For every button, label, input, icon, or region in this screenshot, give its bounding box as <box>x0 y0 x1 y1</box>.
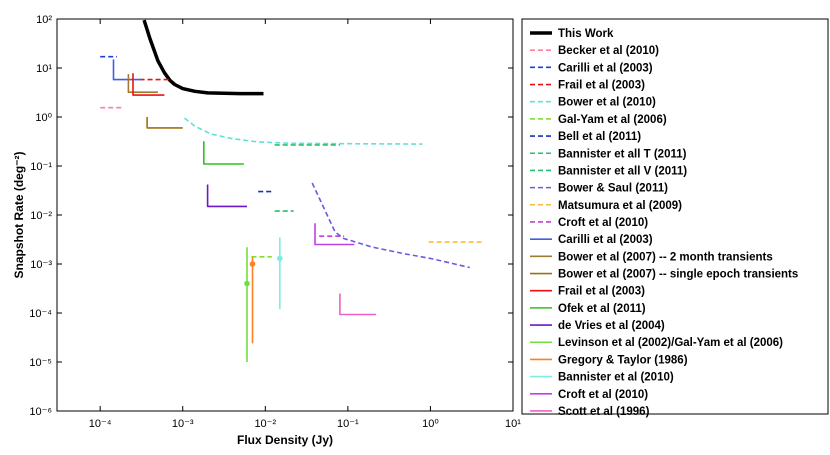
series-bower-saul-2011-9 <box>311 182 470 269</box>
legend-label: Bower et al (2007) -- single epoch trans… <box>558 269 798 281</box>
legend-label: Levinson et al (2002)/Gal-Yam et al (200… <box>558 337 783 349</box>
y-axis-title: Snapshot Rate (deg⁻²) <box>12 151 26 278</box>
legend-label: de Vries et al (2004) <box>558 320 665 332</box>
legend-label: Croft et al (2010) <box>558 389 648 401</box>
legend-item: Gal-Yam et al (2006) <box>530 114 667 126</box>
legend-label: Carilli et al (2003) <box>558 62 653 74</box>
y-tick-label: 10⁻⁶ <box>29 406 52 418</box>
x-tick-label: 10⁰ <box>422 418 439 430</box>
legend-item: Gregory & Taylor (1986) <box>530 354 688 366</box>
legend-item: Bannister et all V (2011) <box>530 165 687 177</box>
legend-label: Carilli et al (2003) <box>558 234 653 246</box>
y-tick-label: 10⁻⁵ <box>29 357 52 369</box>
series-frail-et-al-2003-15 <box>132 73 165 96</box>
y-ticks: 10⁻⁶ 10⁻⁵ 10⁻⁴ 10⁻³ 10⁻² 10⁻¹ 10⁰ 10¹ 10² <box>29 14 513 418</box>
legend-item: Croft et al (2010) <box>530 217 648 229</box>
series-bower-et-al-2007-single-epoch-transients-14 <box>146 117 183 129</box>
plot-frame <box>56 18 514 412</box>
plot-area <box>100 19 485 362</box>
legend-label: Ofek et al (2011) <box>558 303 646 315</box>
series-ofek-et-al-2011-16 <box>203 141 244 165</box>
legend-item: This Work <box>530 28 614 40</box>
legend-item: Scott et al (1996) <box>530 406 650 418</box>
legend-label: Bannister et all V (2011) <box>558 165 687 177</box>
legend-label: Bower & Saul (2011) <box>558 183 668 195</box>
x-tick-label: 10⁻³ <box>172 418 194 430</box>
y-tick-label: 10⁻³ <box>30 259 52 271</box>
legend-item: Bell et al (2011) <box>530 131 641 143</box>
legend-label: Croft et al (2010) <box>558 217 648 229</box>
legend-label: Bower et al (2010) <box>558 97 656 109</box>
legend-item: Becker et al (2010) <box>530 45 659 57</box>
series-croft-et-al-2010-21 <box>314 223 355 246</box>
x-tick-label: 10⁻⁴ <box>89 418 112 430</box>
legend-label: This Work <box>558 28 614 40</box>
legend-item: Ofek et al (2011) <box>530 303 646 315</box>
legend-item: Bower et al (2007) -- 2 month transients <box>530 251 773 263</box>
y-tick-label: 10⁻⁴ <box>29 308 52 320</box>
legend-box <box>521 18 829 415</box>
series-gregory-taylor-1986-19-point <box>249 261 256 267</box>
series-bannister-et-al-2010-20-point <box>277 255 283 262</box>
legend-items: This Work Becker et al (2010) Carilli et a… <box>530 28 798 418</box>
legend-item: Carilli et al (2003) <box>530 234 653 246</box>
x-axis-title: Flux Density (Jy) <box>237 433 333 447</box>
legend-item: Bannister et al (2010) <box>530 372 674 384</box>
y-tick-label: 10⁰ <box>35 112 52 124</box>
y-tick-label: 10² <box>36 14 52 26</box>
legend-item: Frail et al (2003) <box>530 286 645 298</box>
legend: This Work Becker et al (2010) Carilli et a… <box>521 18 829 418</box>
axes: 10⁻⁴ 10⁻³ 10⁻² 10⁻¹ 10⁰ 10¹ 10⁻⁶10⁻⁵10⁻⁴10⁻³1… <box>12 14 521 447</box>
legend-item: Bower & Saul (2011) <box>530 183 668 195</box>
legend-item: Frail et al (2003) <box>530 80 645 92</box>
x-tick-label: 10⁻² <box>254 418 276 430</box>
series-bower-et-al-2010-4 <box>184 117 423 145</box>
legend-label: Gal-Yam et al (2006) <box>558 114 667 126</box>
series-gregory-taylor-1986-19 <box>249 256 256 344</box>
legend-item: Bannister et all T (2011) <box>530 148 687 160</box>
x-ticks: 10⁻⁴ 10⁻³ 10⁻² 10⁻¹ 10⁰ 10¹ <box>89 19 521 430</box>
series-bower-et-al-2007-2-month-transients-13 <box>127 74 158 93</box>
legend-label: Bannister et al (2010) <box>558 372 674 384</box>
series-bannister-et-al-2010-20 <box>277 237 283 310</box>
y-tick-label: 10⁻² <box>30 210 52 222</box>
legend-item: de Vries et al (2004) <box>530 320 665 332</box>
legend-label: Bell et al (2011) <box>558 131 641 143</box>
legend-item: Matsumura et al (2009) <box>530 200 682 212</box>
series-de-vries-et-al-2004-17 <box>206 184 247 208</box>
series-scott-et-al-1996-22 <box>339 293 377 316</box>
x-tick-label: 10¹ <box>505 418 521 430</box>
legend-label: Becker et al (2010) <box>558 45 659 57</box>
legend-label: Bannister et all T (2011) <box>558 148 687 160</box>
legend-label: Frail et al (2003) <box>558 286 645 298</box>
legend-item: Bower et al (2010) <box>530 97 656 109</box>
legend-label: Frail et al (2003) <box>558 80 645 92</box>
series-this-work-0 <box>142 19 264 96</box>
legend-item: Levinson et al (2002)/Gal-Yam et al (200… <box>530 337 783 349</box>
series-levinson-et-al-2002-gal-yam-et-al-2006-18-point <box>244 280 250 287</box>
series-levinson-et-al-2002-gal-yam-et-al-2006-18 <box>244 247 250 362</box>
legend-label: Scott et al (1996) <box>558 406 650 418</box>
y-tick-label: 10¹ <box>36 63 52 75</box>
x-tick-label: 10⁻¹ <box>337 418 359 430</box>
legend-item: Carilli et al (2003) <box>530 62 653 74</box>
y-tick-label: 10⁻¹ <box>30 161 52 173</box>
legend-item: Croft et al (2010) <box>530 389 648 401</box>
legend-label: Gregory & Taylor (1986) <box>558 354 688 366</box>
legend-label: Bower et al (2007) -- 2 month transients <box>558 251 773 263</box>
legend-item: Bower et al (2007) -- single epoch trans… <box>530 269 798 281</box>
legend-label: Matsumura et al (2009) <box>558 200 682 212</box>
